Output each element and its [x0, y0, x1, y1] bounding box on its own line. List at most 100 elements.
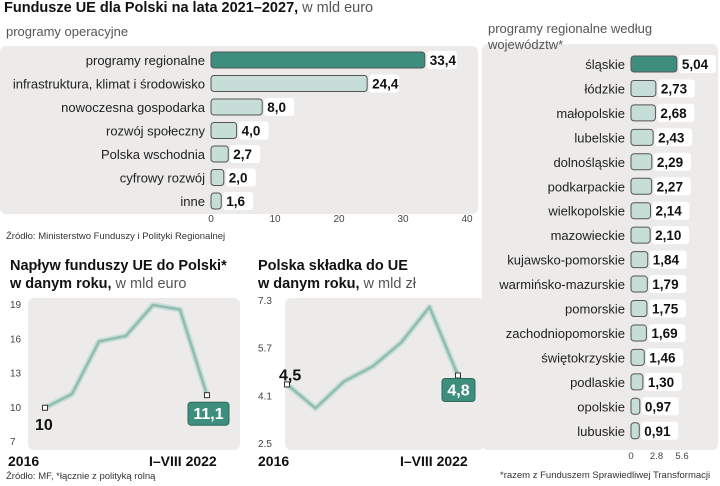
value-label-bg: [641, 421, 679, 440]
inflow-source: Źródło: MF, *łącznie z polityką rolną: [6, 471, 156, 482]
x-tick-label: 40: [461, 214, 473, 225]
series-line: [286, 305, 460, 410]
value-label: 2,43: [658, 130, 685, 145]
value-label-bg: [653, 177, 691, 196]
bar: [630, 153, 653, 171]
bar: [210, 192, 222, 210]
value-label-bg: [225, 168, 256, 187]
bar: [630, 79, 657, 97]
contribution-chart-title-line2: w danym roku, w mld zł: [258, 276, 416, 292]
value-label: 2,10: [655, 228, 681, 243]
bar: [630, 324, 647, 342]
value-label: 2,27: [657, 179, 683, 194]
bar: [630, 226, 651, 244]
value-label: 2,29: [657, 155, 683, 170]
region-label: podlaskie: [570, 375, 625, 390]
value-label-bg: [655, 128, 693, 147]
bar: [630, 55, 678, 73]
value-label-bg: [230, 145, 261, 163]
value-label-bg: [238, 121, 269, 140]
region-label: podkarpackie: [548, 179, 625, 194]
value-label: 2,0: [229, 171, 248, 186]
data-point: [42, 404, 48, 411]
value-label: 24,4: [372, 77, 399, 92]
y-tick-label: 7: [10, 437, 16, 448]
value-label: 5,04: [682, 57, 709, 72]
inflow-chart-title: Napływ funduszy UE do Polski*: [10, 258, 227, 274]
value-label-bg: [369, 74, 400, 93]
region-label: warmińsko-mazurskie: [498, 277, 625, 292]
x-label-start: 2016: [8, 453, 39, 469]
region-label: mazowieckie: [551, 228, 625, 243]
bar: [630, 177, 653, 195]
y-tick-label: 5.7: [258, 344, 272, 355]
region-label: łódzkie: [585, 81, 625, 96]
value-label-bg: [223, 192, 254, 210]
value-label: 1,75: [652, 302, 679, 317]
page-title-bold: Fundusze UE dla Polski na lata 2021–2027…: [4, 0, 299, 16]
y-tick-label: 7.3: [258, 296, 272, 307]
bar: [630, 348, 645, 366]
region-label: lubelskie: [574, 130, 625, 145]
category-label: infrastruktura, klimat i środowisko: [13, 77, 205, 92]
bar: [210, 75, 368, 92]
bar: [210, 145, 229, 163]
bar: [630, 251, 649, 269]
x-label-end: I–VIII 2022: [400, 453, 468, 469]
series-line-halo: [285, 303, 461, 412]
x-tick-label: 0: [208, 214, 214, 225]
value-label-bg: [653, 152, 691, 171]
contribution-unit: w mld zł: [359, 276, 416, 292]
value-label-bg: [652, 226, 690, 245]
region-label: lubuskie: [577, 424, 625, 439]
bar: [630, 128, 654, 146]
value-label: 8,0: [267, 100, 286, 115]
value-label: 0,97: [645, 399, 671, 414]
x-tick-label: 0: [628, 451, 633, 462]
end-value-label: 4,8: [447, 382, 469, 399]
category-label: Polska wschodnia: [101, 147, 206, 162]
bar: [630, 422, 640, 440]
region-label: pomorskie: [565, 302, 625, 317]
region-label: małopolskie: [556, 106, 625, 121]
bar: [630, 202, 651, 220]
x-label-start: 2016: [258, 453, 289, 469]
value-label: 1,46: [649, 350, 676, 365]
inflow-unit: w mld euro: [111, 276, 187, 292]
region-label: śląskie: [585, 57, 625, 72]
region-label: świętokrzyskie: [541, 350, 625, 365]
region-label: dolnośląskie: [553, 155, 625, 170]
category-label: rozwój społeczny: [106, 124, 205, 139]
regions-chart-title: programy regionalne według województw*: [488, 21, 653, 52]
page-title-unit: w mld euro: [298, 0, 374, 16]
value-label-bg: [641, 397, 679, 416]
bar: [630, 275, 648, 293]
y-tick-label: 10: [10, 403, 22, 414]
end-value-box: [187, 401, 230, 426]
y-tick-label: 2.5: [258, 439, 272, 450]
value-label: 1,6: [226, 194, 245, 209]
value-label: 0,91: [644, 424, 671, 439]
value-label-bg: [649, 250, 687, 269]
region-label: wielkopolskie: [547, 204, 625, 219]
y-tick-label: 19: [10, 300, 22, 311]
y-tick-label: 13: [10, 369, 22, 380]
value-label-bg: [644, 372, 682, 391]
value-label: 1,79: [652, 277, 678, 292]
category-label: inne: [180, 194, 205, 209]
bar: [210, 122, 238, 139]
category-label: nowoczesna gospodarka: [61, 100, 206, 115]
category-label: cyfrowy rozwój: [120, 171, 205, 186]
series-line: [44, 303, 209, 409]
inflow-title-line2: w danym roku,: [10, 276, 112, 292]
bar: [210, 51, 426, 69]
data-point: [204, 392, 210, 399]
data-point: [284, 381, 290, 388]
inflow-chart-title-line2: w danym roku, w mld euro: [10, 276, 186, 292]
y-tick-label: 4.1: [258, 391, 272, 402]
region-label: zachodniopomorskie: [506, 326, 625, 341]
contribution-title-line2: w danym roku,: [258, 276, 360, 292]
